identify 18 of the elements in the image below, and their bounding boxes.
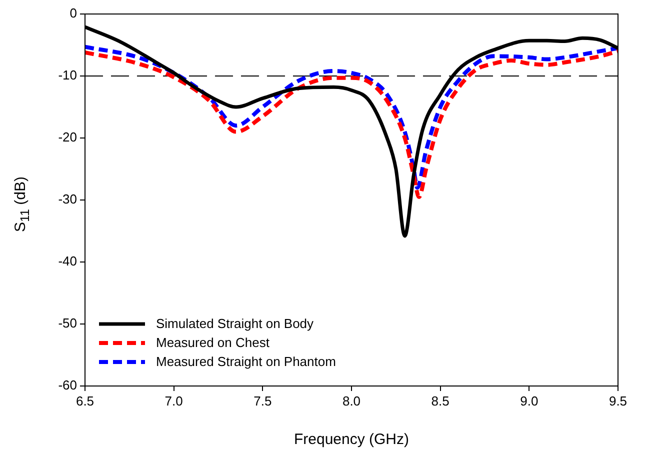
x-tick-label: 7.5 xyxy=(254,393,272,408)
y-tick-label: -50 xyxy=(58,316,77,331)
x-tick-label: 8.5 xyxy=(431,393,450,408)
y-tick-label: -10 xyxy=(58,68,77,83)
x-axis-title: Frequency (GHz) xyxy=(294,431,410,448)
y-tick-label: -40 xyxy=(58,254,77,269)
legend-label: Simulated Straight on Body xyxy=(156,316,314,331)
x-tick-label: 9.0 xyxy=(520,393,538,408)
y-tick-label: -60 xyxy=(58,378,77,393)
y-tick-label: 0 xyxy=(70,6,77,21)
x-tick-label: 9.5 xyxy=(608,393,628,408)
y-tick-label: -30 xyxy=(58,192,77,207)
legend-label: Measured Straight on Phantom xyxy=(156,354,336,369)
x-tick-label: 8.0 xyxy=(342,393,361,408)
legend-label: Measured on Chest xyxy=(156,335,270,350)
y-tick-label: -20 xyxy=(58,130,77,145)
x-tick-label: 6.5 xyxy=(76,393,94,408)
x-tick-label: 7.0 xyxy=(164,393,183,408)
